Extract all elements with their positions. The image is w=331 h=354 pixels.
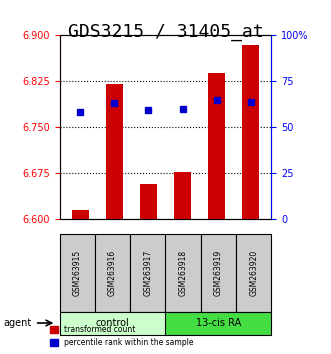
Text: GSM263917: GSM263917: [143, 250, 152, 296]
Bar: [174, 172, 191, 219]
Bar: [140, 184, 157, 219]
Bar: [71, 210, 89, 219]
Text: GSM263916: GSM263916: [108, 250, 117, 296]
Text: GDS3215 / 31405_at: GDS3215 / 31405_at: [68, 23, 263, 41]
Legend: transformed count, percentile rank within the sample: transformed count, percentile rank withi…: [47, 322, 196, 350]
Text: GSM263920: GSM263920: [249, 250, 258, 296]
Text: 13-cis RA: 13-cis RA: [196, 318, 241, 328]
Text: GSM263919: GSM263919: [214, 250, 223, 296]
Text: GSM263918: GSM263918: [179, 250, 188, 296]
Bar: [208, 73, 225, 219]
Bar: [106, 85, 123, 219]
Bar: [242, 45, 260, 219]
Text: control: control: [96, 318, 129, 328]
Text: GSM263915: GSM263915: [73, 250, 82, 296]
Text: agent: agent: [3, 318, 31, 328]
